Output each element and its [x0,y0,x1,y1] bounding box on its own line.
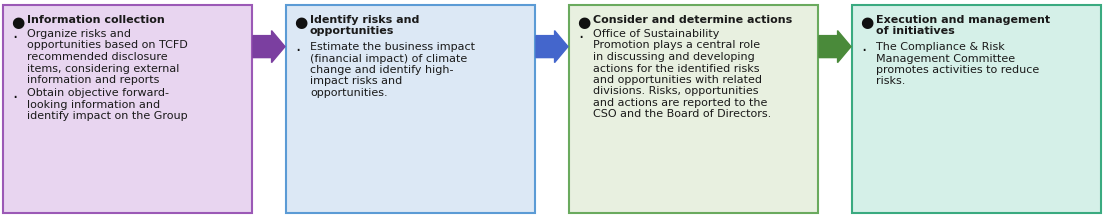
Text: Estimate the business impact: Estimate the business impact [310,42,475,52]
Text: opportunities based on TCFD: opportunities based on TCFD [26,41,188,51]
Text: and actions are reported to the: and actions are reported to the [593,98,767,108]
Text: ●: ● [11,15,24,30]
Text: Office of Sustainability: Office of Sustainability [593,29,720,39]
Text: in discussing and developing: in discussing and developing [593,52,755,62]
Text: change and identify high-: change and identify high- [310,65,454,75]
Text: The Compliance & Risk: The Compliance & Risk [875,42,1005,52]
Text: Obtain objective forward-: Obtain objective forward- [26,89,169,99]
Text: recommended disclosure: recommended disclosure [26,52,168,62]
Text: Execution and management: Execution and management [875,15,1050,25]
Text: divisions. Risks, opportunities: divisions. Risks, opportunities [593,87,758,97]
Text: ·: · [12,89,18,107]
Text: information and reports: information and reports [26,75,159,85]
FancyBboxPatch shape [3,5,252,213]
Text: promotes activities to reduce: promotes activities to reduce [875,65,1039,75]
Text: Consider and determine actions: Consider and determine actions [593,15,793,25]
Text: looking information and: looking information and [26,100,160,110]
FancyBboxPatch shape [286,5,535,213]
FancyBboxPatch shape [569,5,818,213]
Text: ·: · [295,42,300,60]
Text: ·: · [12,29,18,47]
Text: ●: ● [860,15,873,30]
Text: (financial impact) of climate: (financial impact) of climate [310,53,467,63]
Text: Information collection: Information collection [26,15,164,25]
Polygon shape [819,31,851,63]
Text: ·: · [578,29,583,47]
Text: risks.: risks. [875,77,905,87]
Text: Management Committee: Management Committee [875,53,1015,63]
Text: opportunities: opportunities [310,27,394,36]
Text: Promotion plays a central role: Promotion plays a central role [593,41,761,51]
Text: of initiatives: of initiatives [875,27,955,36]
Text: ●: ● [294,15,307,30]
Text: CSO and the Board of Directors.: CSO and the Board of Directors. [593,109,772,119]
Polygon shape [253,31,285,63]
Text: and opportunities with related: and opportunities with related [593,75,762,85]
FancyBboxPatch shape [852,5,1101,213]
Text: ●: ● [577,15,591,30]
Text: Identify risks and: Identify risks and [310,15,420,25]
Text: Organize risks and: Organize risks and [26,29,131,39]
Text: identify impact on the Group: identify impact on the Group [26,111,188,121]
Text: impact risks and: impact risks and [310,77,402,87]
Text: ·: · [861,42,867,60]
Polygon shape [537,31,567,63]
Text: actions for the identified risks: actions for the identified risks [593,63,760,73]
Text: items, considering external: items, considering external [26,63,179,73]
Text: opportunities.: opportunities. [310,88,388,98]
